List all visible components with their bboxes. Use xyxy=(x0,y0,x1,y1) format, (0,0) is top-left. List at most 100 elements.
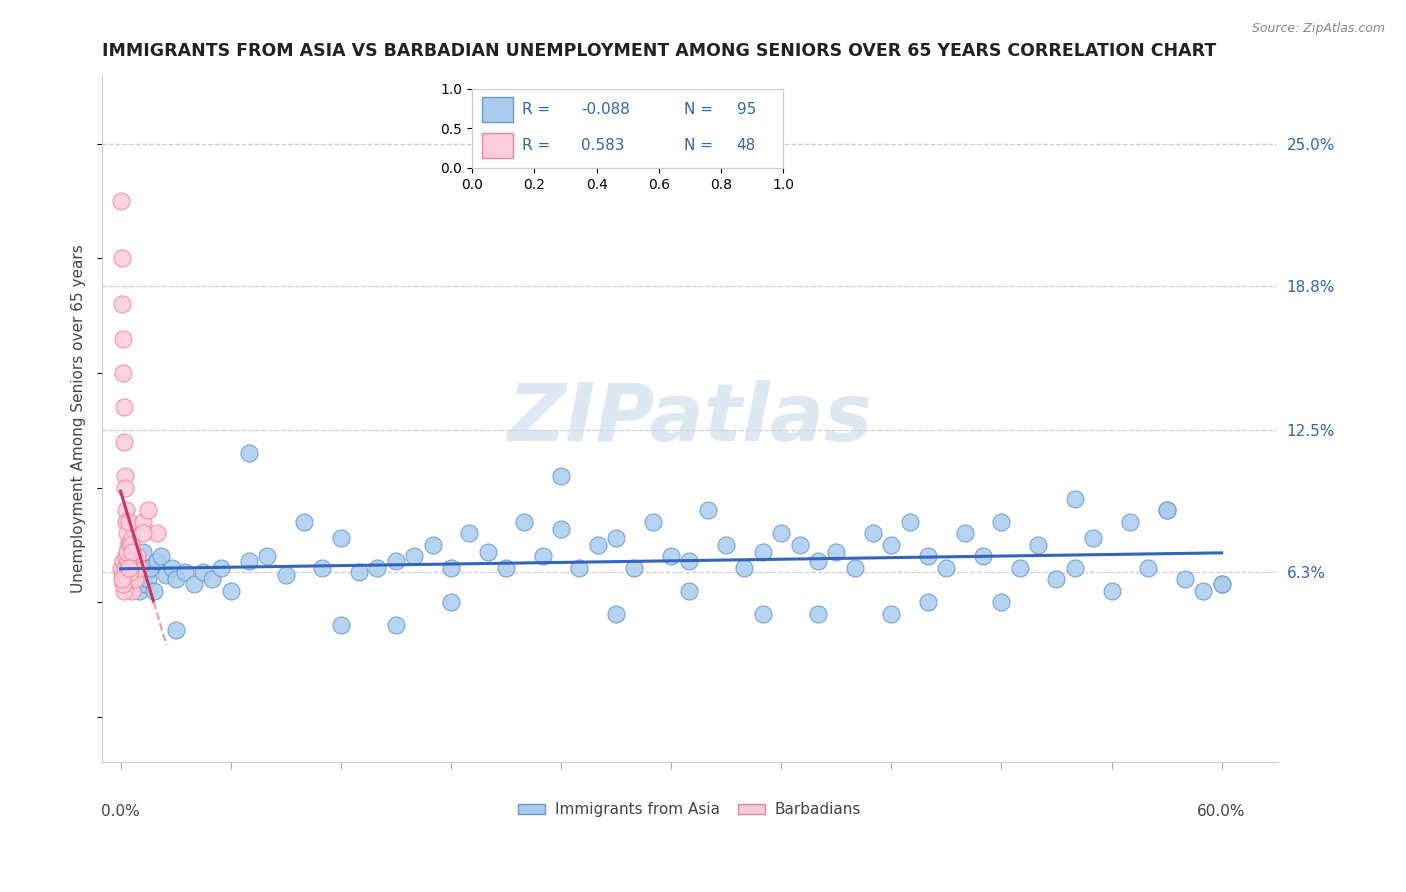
Point xyxy=(112,434,135,449)
Point xyxy=(131,526,153,541)
Point xyxy=(990,515,1012,529)
Point xyxy=(122,549,145,564)
Point xyxy=(134,576,156,591)
Point xyxy=(118,515,141,529)
Point xyxy=(329,618,352,632)
Point xyxy=(135,566,157,580)
Point xyxy=(112,560,135,574)
Point xyxy=(115,526,138,541)
Text: ZIPatlas: ZIPatlas xyxy=(508,380,872,458)
Point xyxy=(114,469,136,483)
Point xyxy=(550,522,572,536)
Point xyxy=(112,366,135,380)
Point xyxy=(124,554,146,568)
Point xyxy=(714,538,737,552)
Point xyxy=(880,607,903,621)
Point xyxy=(366,560,388,574)
Point xyxy=(696,503,718,517)
Point xyxy=(191,566,214,580)
Point xyxy=(111,566,134,580)
Point xyxy=(292,515,315,529)
Point xyxy=(211,560,233,574)
Point xyxy=(586,538,609,552)
Point xyxy=(117,567,139,582)
Point xyxy=(114,503,136,517)
Point xyxy=(118,566,141,580)
Point xyxy=(122,549,145,564)
Point xyxy=(807,607,830,621)
Point xyxy=(112,401,135,415)
Point xyxy=(111,297,134,311)
Point xyxy=(125,554,148,568)
Point xyxy=(422,538,444,552)
Point xyxy=(117,554,139,568)
Point xyxy=(385,618,408,632)
Point xyxy=(125,549,148,564)
Point xyxy=(953,526,976,541)
Point xyxy=(807,554,830,568)
Point xyxy=(898,515,921,529)
Point xyxy=(880,538,903,552)
Point xyxy=(1045,572,1067,586)
Point xyxy=(440,595,463,609)
Point xyxy=(136,503,159,517)
Point xyxy=(1156,503,1178,517)
Point xyxy=(124,572,146,586)
Point xyxy=(121,576,143,591)
Point xyxy=(917,549,939,564)
Point xyxy=(219,583,242,598)
Point xyxy=(256,549,278,564)
Point xyxy=(531,549,554,564)
Point xyxy=(112,560,135,574)
Text: 0.0%: 0.0% xyxy=(101,804,141,819)
Point xyxy=(136,572,159,586)
Point xyxy=(1008,560,1031,574)
Legend: Immigrants from Asia, Barbadians: Immigrants from Asia, Barbadians xyxy=(512,797,868,823)
Point xyxy=(752,544,775,558)
Point xyxy=(238,446,260,460)
Point xyxy=(825,544,848,558)
Point xyxy=(115,554,138,568)
Point xyxy=(347,566,370,580)
Point xyxy=(238,554,260,568)
Point xyxy=(1211,576,1233,591)
Point xyxy=(1119,515,1142,529)
Point xyxy=(118,549,141,564)
Text: IMMIGRANTS FROM ASIA VS BARBADIAN UNEMPLOYMENT AMONG SENIORS OVER 65 YEARS CORRE: IMMIGRANTS FROM ASIA VS BARBADIAN UNEMPL… xyxy=(103,42,1216,60)
Point xyxy=(1211,576,1233,591)
Point xyxy=(112,576,135,591)
Point xyxy=(1081,531,1104,545)
Text: 60.0%: 60.0% xyxy=(1198,804,1246,819)
Point xyxy=(110,194,132,209)
Point xyxy=(329,531,352,545)
Point xyxy=(458,526,481,541)
Point xyxy=(131,515,153,529)
Point xyxy=(513,515,536,529)
Point xyxy=(623,560,645,574)
Point xyxy=(385,554,408,568)
Point xyxy=(1063,491,1085,506)
Point xyxy=(844,560,866,574)
Text: Source: ZipAtlas.com: Source: ZipAtlas.com xyxy=(1251,22,1385,36)
Point xyxy=(111,332,134,346)
Point xyxy=(165,623,187,637)
Point xyxy=(118,538,141,552)
Point xyxy=(862,526,884,541)
Point xyxy=(201,572,224,586)
Point xyxy=(917,595,939,609)
Point xyxy=(146,526,169,541)
Point xyxy=(114,481,136,495)
Point xyxy=(990,595,1012,609)
Point xyxy=(118,560,141,574)
Point xyxy=(112,572,135,586)
Point xyxy=(1174,572,1197,586)
Point xyxy=(495,560,517,574)
Point xyxy=(128,583,150,598)
Point xyxy=(115,549,138,564)
Point xyxy=(110,560,132,574)
Point xyxy=(1156,503,1178,517)
Point xyxy=(165,572,187,586)
Point xyxy=(440,560,463,574)
Point xyxy=(118,567,141,582)
Point xyxy=(568,560,591,574)
